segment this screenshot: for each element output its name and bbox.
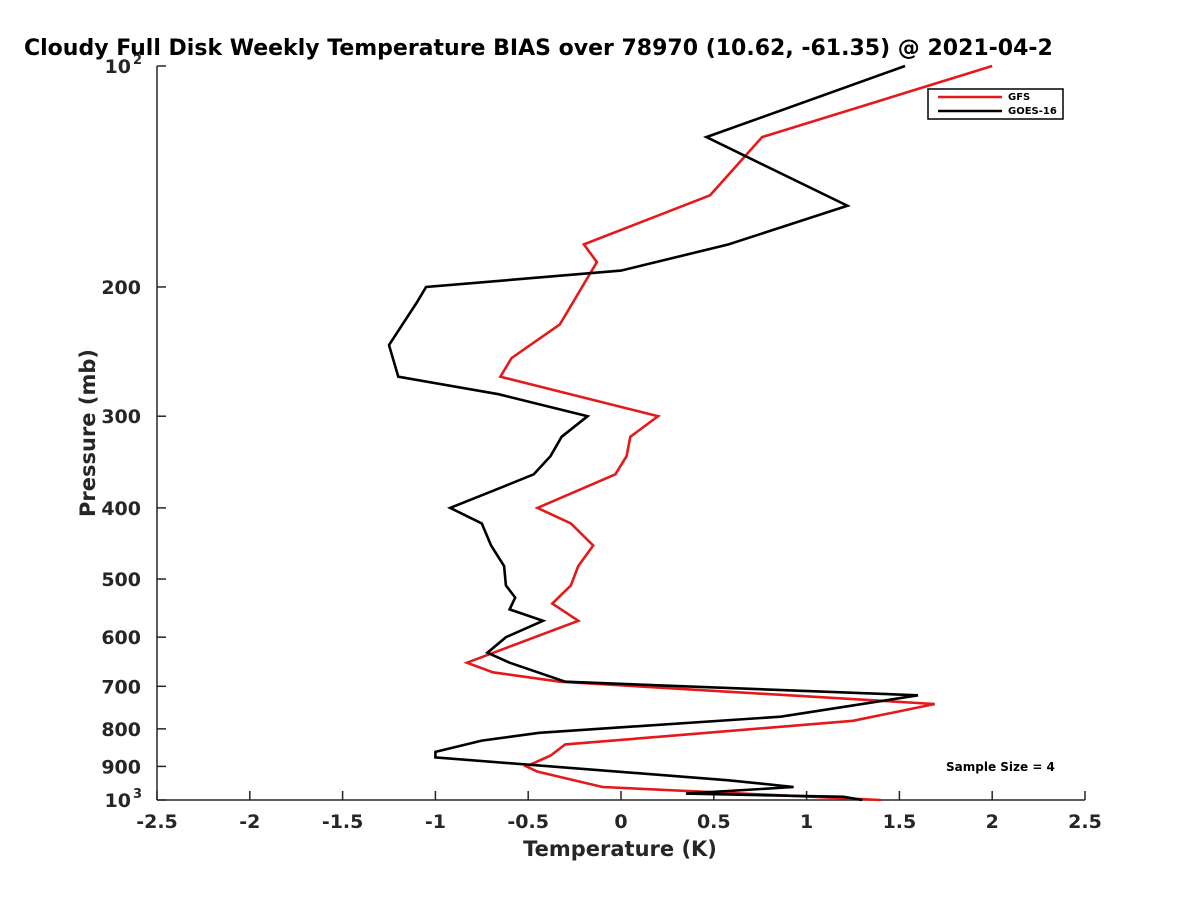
sample-size-annotation: Sample Size = 4	[946, 760, 1055, 774]
x-tick-label: -1	[425, 811, 446, 833]
x-tick-label: 1	[800, 811, 813, 833]
y-tick-label: 900	[101, 756, 141, 778]
x-tick-label: -1.5	[322, 811, 364, 833]
series-line-goes-16	[387, 64, 919, 802]
x-tick-label: 2	[986, 811, 999, 833]
legend-box	[927, 88, 1064, 120]
x-tick-label: -2	[239, 811, 260, 833]
y-tick-label: 800	[101, 719, 141, 741]
y-tick-exponent: 2	[133, 53, 142, 68]
y-tick-label: 10	[105, 790, 131, 812]
legend: GFS GOES-16	[927, 88, 1064, 120]
y-axis-label: Pressure (mb)	[76, 349, 100, 517]
x-tick-label: -2.5	[136, 811, 178, 833]
x-tick-label: 0	[614, 811, 627, 833]
chart-title: Cloudy Full Disk Weekly Temperature BIAS…	[24, 36, 1053, 61]
y-tick-label: 500	[101, 569, 141, 591]
y-tick-exponent: 3	[133, 787, 142, 802]
plot-series	[387, 64, 993, 802]
y-tick-label: 600	[101, 627, 141, 649]
x-tick-label: 1.5	[883, 811, 917, 833]
y-tick-label: 10	[105, 56, 131, 78]
y-tick-label: 200	[101, 277, 141, 299]
legend-label-gfs: GFS	[1008, 92, 1030, 103]
y-tick-label: 300	[101, 406, 141, 428]
x-tick-label: 2.5	[1068, 811, 1102, 833]
x-tick-label: 0.5	[697, 811, 731, 833]
series-line-gfs	[463, 64, 993, 802]
y-tick-label: 400	[101, 498, 141, 520]
x-axis-label: Temperature (K)	[523, 837, 717, 861]
x-tick-label: -0.5	[507, 811, 549, 833]
y-tick-label: 700	[101, 676, 141, 698]
plot-axes: -2.5 -2 -1.5 -1 -0.5 0 0.5 1 1.5 2 2.510 2200300400…	[101, 53, 1102, 833]
legend-label-goes16: GOES-16	[1008, 106, 1057, 117]
